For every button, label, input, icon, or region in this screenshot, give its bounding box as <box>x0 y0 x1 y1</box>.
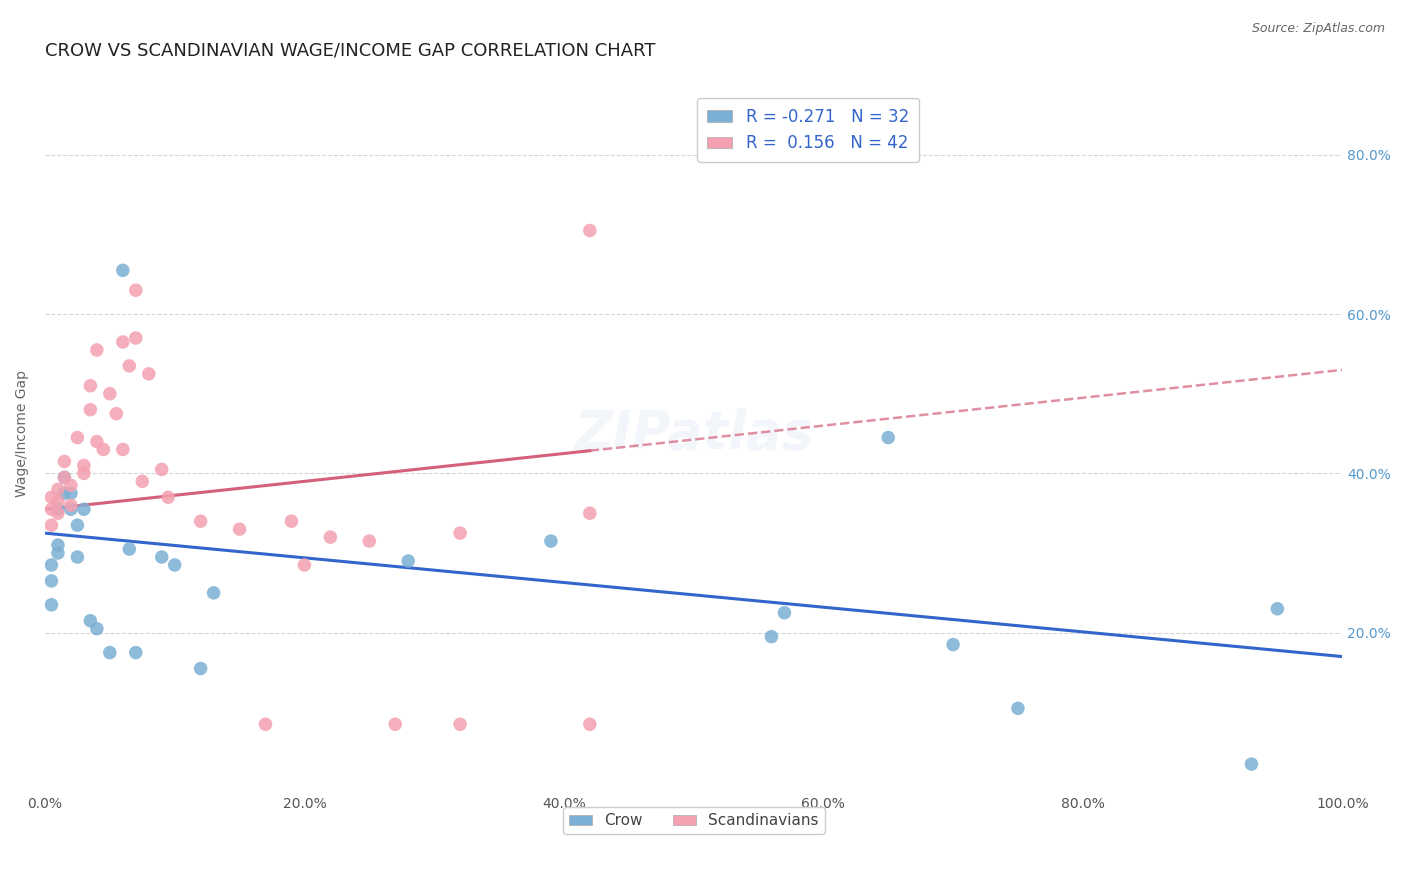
Point <box>579 717 602 731</box>
Point <box>125 331 148 345</box>
Point <box>86 343 108 357</box>
Text: Source: ZipAtlas.com: Source: ZipAtlas.com <box>1251 22 1385 36</box>
Point <box>46 483 69 497</box>
Point <box>41 491 63 505</box>
Point <box>93 442 115 457</box>
Point <box>540 534 562 549</box>
Point <box>579 506 602 520</box>
Point <box>98 386 121 401</box>
Point <box>46 538 69 552</box>
Point <box>449 526 471 541</box>
Point <box>761 630 783 644</box>
Point <box>41 558 63 572</box>
Point <box>53 470 76 484</box>
Point <box>202 586 225 600</box>
Point <box>86 622 108 636</box>
Point <box>125 283 148 297</box>
Point <box>105 407 128 421</box>
Text: ZIPatlas: ZIPatlas <box>574 408 813 459</box>
Point <box>53 454 76 468</box>
Point <box>942 638 965 652</box>
Point <box>150 549 173 564</box>
Y-axis label: Wage/Income Gap: Wage/Income Gap <box>15 370 30 497</box>
Point <box>190 661 212 675</box>
Point <box>41 598 63 612</box>
Point <box>190 514 212 528</box>
Point <box>118 359 141 373</box>
Point <box>66 431 89 445</box>
Point <box>53 470 76 484</box>
Point <box>138 367 160 381</box>
Point <box>46 546 69 560</box>
Point <box>66 518 89 533</box>
Point <box>59 486 82 500</box>
Point <box>449 717 471 731</box>
Point <box>294 558 316 572</box>
Point <box>163 558 186 572</box>
Point <box>41 574 63 588</box>
Point <box>59 498 82 512</box>
Point <box>111 263 134 277</box>
Point <box>41 502 63 516</box>
Point <box>66 549 89 564</box>
Point <box>150 462 173 476</box>
Point <box>384 717 406 731</box>
Point <box>254 717 277 731</box>
Point <box>111 442 134 457</box>
Point <box>280 514 302 528</box>
Point <box>73 502 96 516</box>
Point <box>228 522 250 536</box>
Point <box>46 502 69 516</box>
Point <box>98 646 121 660</box>
Point <box>79 379 101 393</box>
Point <box>46 494 69 508</box>
Point <box>579 223 602 237</box>
Point <box>157 491 180 505</box>
Point <box>118 542 141 557</box>
Point <box>73 467 96 481</box>
Point <box>59 478 82 492</box>
Point <box>79 614 101 628</box>
Point <box>73 458 96 473</box>
Point <box>86 434 108 449</box>
Point <box>1007 701 1029 715</box>
Legend: Crow, Scandinavians: Crow, Scandinavians <box>562 807 825 835</box>
Point <box>53 486 76 500</box>
Point <box>396 554 419 568</box>
Point <box>41 518 63 533</box>
Point <box>111 334 134 349</box>
Point <box>46 506 69 520</box>
Point <box>131 475 153 489</box>
Point <box>319 530 342 544</box>
Point <box>79 402 101 417</box>
Point <box>1267 601 1289 615</box>
Point <box>773 606 796 620</box>
Point <box>125 646 148 660</box>
Text: CROW VS SCANDINAVIAN WAGE/INCOME GAP CORRELATION CHART: CROW VS SCANDINAVIAN WAGE/INCOME GAP COR… <box>45 42 655 60</box>
Point <box>359 534 381 549</box>
Point <box>1240 757 1263 772</box>
Point <box>877 431 900 445</box>
Point <box>59 502 82 516</box>
